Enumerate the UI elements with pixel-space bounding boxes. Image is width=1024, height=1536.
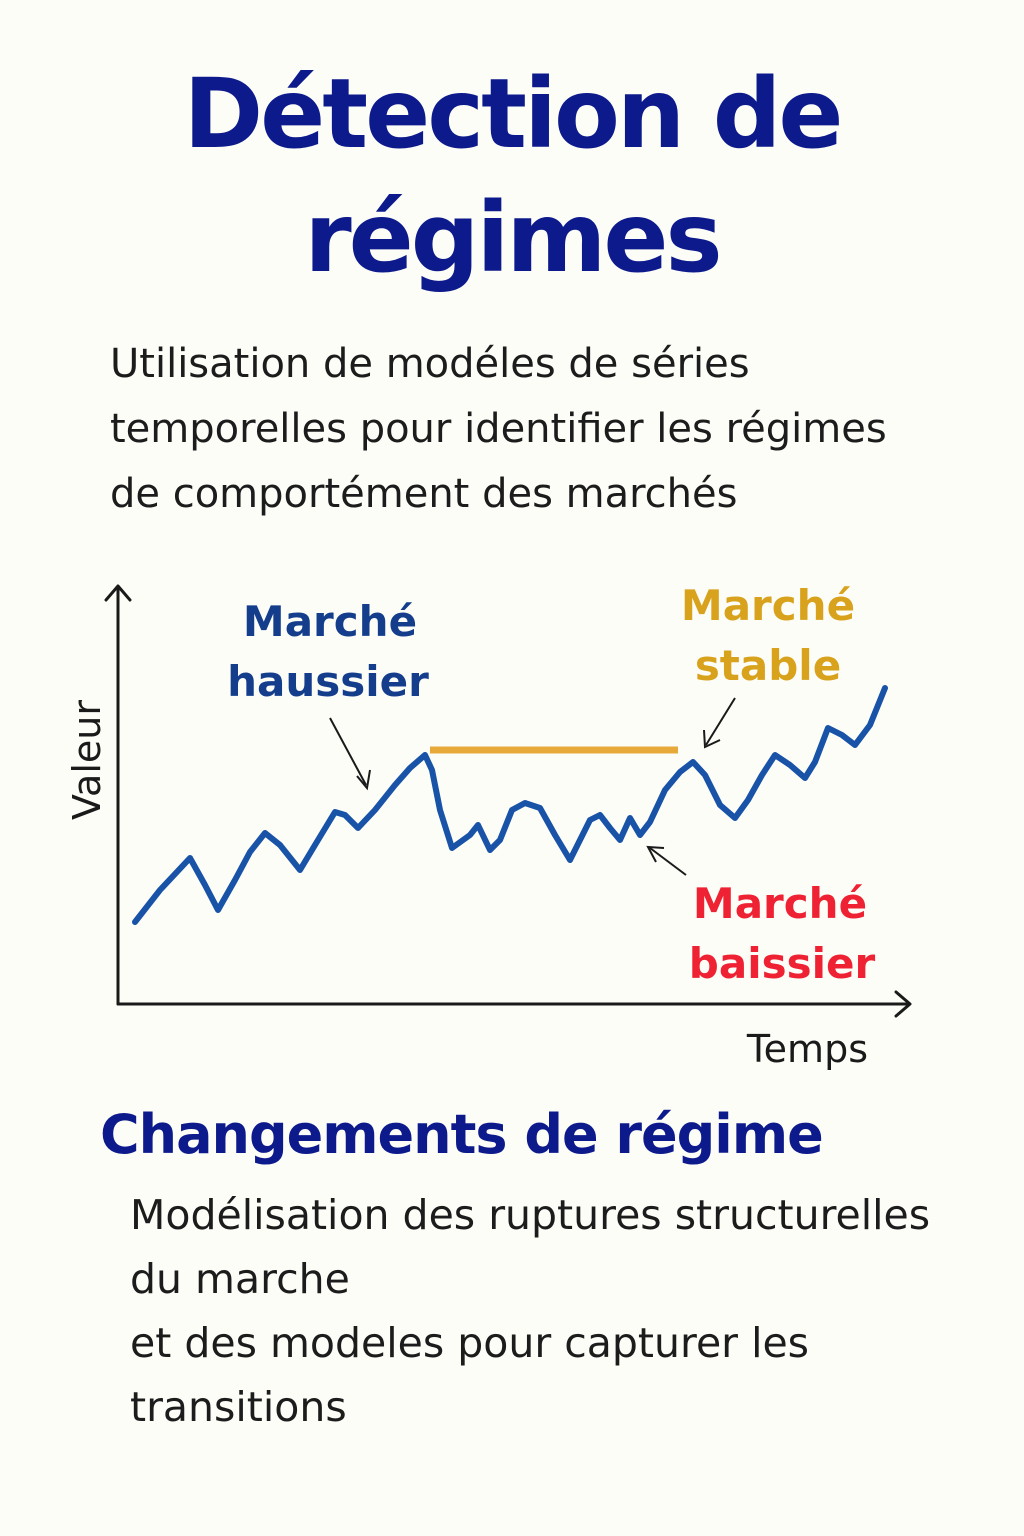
bull-label-line-2: haussier xyxy=(227,657,429,706)
y-axis-arrowhead xyxy=(104,584,132,602)
stable-arrowhead xyxy=(703,729,721,749)
bear-arrowhead xyxy=(646,845,665,863)
stable-arrow xyxy=(705,697,736,746)
regime-diagram: Valeur Temps Marché haussier Marché stab… xyxy=(65,581,912,1071)
stable-regime-annotation: Marché stable xyxy=(681,581,855,749)
bear-arrow xyxy=(649,847,687,876)
section-line-4: transitions xyxy=(130,1383,347,1431)
stable-label-line-2: stable xyxy=(695,641,841,690)
bear-label-line-2: baissier xyxy=(689,939,876,988)
title-line-2: régimes xyxy=(304,182,722,294)
title-line-1: Détection de xyxy=(183,58,843,170)
y-axis-label: Valeur xyxy=(65,700,109,820)
bull-arrow xyxy=(329,717,367,786)
intro-line-3: de comportément des marchés xyxy=(110,471,738,517)
intro-line-2: temporelles pour identifier les régimes xyxy=(110,406,887,452)
time-series-line xyxy=(132,685,888,925)
x-axis-arrowhead xyxy=(894,990,912,1018)
bull-label-line-1: Marché xyxy=(243,597,417,646)
intro-line-1: Utilisation de modéles de séries xyxy=(110,341,750,387)
stable-label-line-1: Marché xyxy=(681,581,855,630)
bull-regime-annotation: Marché haussier xyxy=(227,597,429,791)
section-line-2: du marche xyxy=(130,1255,350,1303)
x-axis-label: Temps xyxy=(746,1027,868,1071)
section-heading: Changements de régime xyxy=(100,1103,824,1166)
page-title: Détection de régimes xyxy=(0,52,1024,300)
section-line-1: Modélisation des ruptures structurelles xyxy=(130,1191,931,1239)
bull-arrowhead xyxy=(356,769,371,791)
section-line-3: et des modeles pour capturer les xyxy=(130,1319,810,1367)
bear-label-line-1: Marché xyxy=(693,879,867,928)
axes xyxy=(104,584,912,1018)
section-body: Modélisation des ruptures structurelles … xyxy=(130,1183,1010,1439)
bear-regime-annotation: Marché baissier xyxy=(646,845,876,988)
intro-text: Utilisation de modéles de séries tempore… xyxy=(110,332,990,527)
